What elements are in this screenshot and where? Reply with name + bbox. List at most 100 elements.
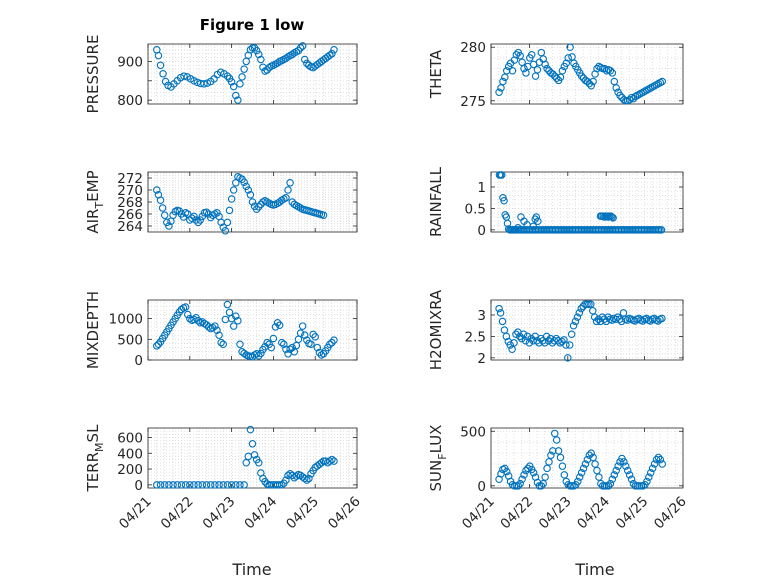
data-point xyxy=(594,315,603,324)
data-point xyxy=(520,471,528,479)
y-axis-label-sun: SUNFLUX xyxy=(427,425,449,492)
data-point xyxy=(577,304,585,313)
data-point xyxy=(328,455,336,464)
data-point xyxy=(512,50,521,59)
data-point xyxy=(263,338,271,347)
data-point xyxy=(307,340,315,349)
markers-h2omixra xyxy=(495,300,666,362)
data-point xyxy=(574,477,582,486)
data-point xyxy=(516,52,524,60)
data-point xyxy=(512,330,520,339)
data-point xyxy=(556,73,565,81)
markers-sun xyxy=(495,429,667,490)
y-tick-label: 270 xyxy=(117,183,143,199)
data-point xyxy=(604,482,613,490)
data-point xyxy=(255,458,263,467)
data-point xyxy=(177,305,186,314)
axes-box-h2omixra xyxy=(490,299,684,361)
markers-mixdepth xyxy=(153,300,338,361)
data-point xyxy=(309,330,317,339)
data-point xyxy=(608,213,616,221)
data-point xyxy=(213,209,221,217)
data-point xyxy=(284,471,292,480)
data-point xyxy=(589,77,597,86)
data-point xyxy=(541,339,549,347)
data-point xyxy=(255,203,263,211)
data-point xyxy=(508,345,516,354)
y-axis-label-pressure: PRESSURE xyxy=(84,35,102,114)
data-point xyxy=(278,481,286,489)
data-point xyxy=(573,313,582,321)
data-point xyxy=(282,476,290,484)
data-point xyxy=(300,55,309,64)
data-point xyxy=(188,214,196,222)
data-point xyxy=(562,341,570,349)
data-point xyxy=(620,458,628,466)
data-point xyxy=(192,216,200,224)
data-point xyxy=(496,309,505,317)
figure-title: Figure 1 low xyxy=(200,16,305,34)
data-point xyxy=(564,354,572,362)
data-point xyxy=(169,211,177,219)
y-tick-label: 0 xyxy=(134,353,143,369)
data-point xyxy=(631,317,639,325)
data-point xyxy=(169,481,177,489)
data-point xyxy=(246,191,255,199)
data-point xyxy=(539,336,547,345)
data-point xyxy=(229,322,238,330)
data-point xyxy=(552,436,561,444)
data-point xyxy=(619,309,628,317)
data-point xyxy=(194,481,202,489)
data-point xyxy=(202,208,211,216)
data-point xyxy=(183,310,192,319)
data-point xyxy=(533,336,541,345)
data-point xyxy=(326,457,334,465)
data-point xyxy=(156,196,165,204)
data-point xyxy=(503,219,512,228)
data-point xyxy=(163,218,171,227)
data-point xyxy=(623,466,632,475)
data-point xyxy=(242,458,250,467)
data-point xyxy=(608,69,617,77)
data-point xyxy=(623,316,632,324)
y-tick-label: 2.5 xyxy=(465,329,486,345)
data-point xyxy=(328,49,336,58)
data-point xyxy=(240,349,248,358)
data-point xyxy=(213,326,221,334)
data-point xyxy=(577,468,586,477)
data-point xyxy=(587,300,595,309)
data-point xyxy=(252,350,261,358)
data-point xyxy=(227,481,236,489)
data-point xyxy=(246,425,255,434)
data-point xyxy=(506,341,514,349)
data-point xyxy=(590,313,599,321)
data-point xyxy=(657,226,666,234)
data-point xyxy=(552,74,561,83)
subplot-theta: 275 280 THETA xyxy=(427,40,684,110)
data-point xyxy=(585,79,594,88)
y-tick-label: 275 xyxy=(460,94,486,110)
data-point xyxy=(269,334,278,343)
data-point xyxy=(250,451,259,459)
data-point xyxy=(658,77,667,86)
data-point xyxy=(240,481,248,489)
data-point xyxy=(280,340,288,349)
data-point xyxy=(627,475,636,484)
data-point xyxy=(296,329,305,337)
data-point xyxy=(532,213,541,221)
data-point xyxy=(153,186,161,194)
data-point xyxy=(575,309,584,317)
data-point xyxy=(571,317,580,326)
markers-theta xyxy=(495,43,667,105)
data-point xyxy=(541,473,549,481)
data-point xyxy=(211,322,219,330)
y-tick-label: 500 xyxy=(460,424,486,440)
data-point xyxy=(648,464,657,473)
data-point xyxy=(575,473,584,481)
y-tick-label: 0 xyxy=(134,478,143,494)
data-point xyxy=(275,321,284,329)
y-tick-label: 0 xyxy=(477,223,486,239)
data-point xyxy=(593,466,601,475)
